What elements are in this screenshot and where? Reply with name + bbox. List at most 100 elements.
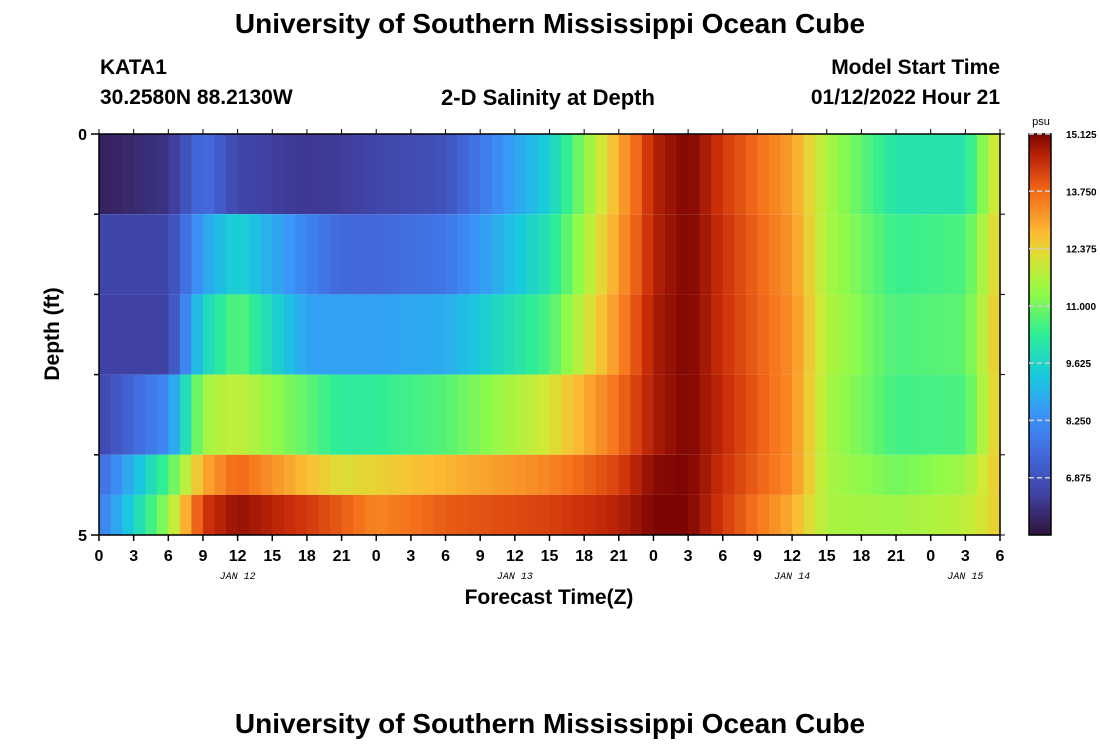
- heatmap-cell: [780, 374, 793, 455]
- heatmap-cell: [803, 214, 816, 295]
- date-label: JAN 14: [774, 572, 810, 583]
- heatmap-cell: [884, 374, 897, 455]
- heatmap-cell: [260, 134, 273, 215]
- heatmap-cell: [976, 374, 990, 455]
- heatmap-cell: [214, 374, 227, 455]
- heatmap-cell: [191, 374, 204, 455]
- heatmap-cell: [283, 294, 296, 375]
- heatmap-cell: [757, 374, 770, 455]
- heatmap-cell: [145, 494, 158, 535]
- heatmap-cell: [99, 374, 112, 455]
- heatmap-cell: [953, 294, 966, 375]
- heatmap-cell: [584, 374, 597, 455]
- heatmap-cell: [480, 374, 493, 455]
- colorbar-tick-label: 6.875: [1066, 474, 1091, 485]
- heatmap-cell: [965, 494, 978, 535]
- heatmap-cell: [457, 494, 470, 535]
- heatmap-cell: [757, 454, 770, 495]
- heatmap-cell: [202, 454, 216, 495]
- heatmap-cell: [711, 494, 724, 535]
- heatmap-cell: [353, 454, 366, 495]
- heatmap-cell: [445, 454, 458, 495]
- heatmap-cell: [676, 494, 689, 535]
- x-tick-label: 3: [406, 548, 415, 565]
- heatmap-cell: [896, 294, 909, 375]
- heatmap-cell: [318, 374, 331, 455]
- y-axis-title: Depth (ft): [41, 287, 64, 380]
- heatmap-cell: [919, 494, 932, 535]
- heatmap-cell: [711, 454, 724, 495]
- heatmap-cell: [815, 134, 828, 215]
- heatmap-cell: [353, 134, 366, 215]
- heatmap-cell: [122, 494, 135, 535]
- heatmap-cell: [861, 214, 874, 295]
- heatmap-cell: [480, 294, 493, 375]
- colorbar-tick-label: 15.125: [1066, 130, 1097, 141]
- heatmap-cell: [734, 294, 747, 375]
- heatmap-cell: [607, 454, 620, 495]
- x-tick-label: 12: [506, 548, 524, 565]
- heatmap-cell: [630, 494, 643, 535]
- heatmap-cell: [561, 294, 574, 375]
- heatmap-cell: [179, 374, 193, 455]
- heatmap-cell: [226, 214, 239, 295]
- x-tick-label: 15: [263, 548, 281, 565]
- heatmap-cell: [341, 214, 354, 295]
- heatmap-cell: [503, 214, 516, 295]
- heatmap-cell: [745, 374, 759, 455]
- heatmap-cell: [584, 494, 597, 535]
- heatmap-cell: [272, 214, 285, 295]
- heatmap-cell: [526, 214, 539, 295]
- heatmap-cell: [792, 374, 805, 455]
- heatmap-cell: [364, 494, 377, 535]
- heatmap-cell: [607, 134, 620, 215]
- heatmap-cell: [757, 214, 770, 295]
- heatmap-cell: [838, 454, 851, 495]
- heatmap-cell: [341, 494, 354, 535]
- heatmap-cell: [930, 374, 943, 455]
- heatmap-cell: [584, 214, 597, 295]
- heatmap-cell: [653, 374, 666, 455]
- heatmap-cell: [422, 374, 435, 455]
- heatmap-cell: [110, 454, 123, 495]
- heatmap-cell: [179, 454, 193, 495]
- heatmap-cell: [353, 214, 366, 295]
- heatmap-cell: [561, 214, 574, 295]
- heatmap-cell: [665, 454, 678, 495]
- heatmap-cell: [826, 134, 839, 215]
- heatmap-cell: [722, 494, 735, 535]
- heatmap-cell: [803, 374, 816, 455]
- heatmap-cell: [191, 134, 204, 215]
- x-tick-label: 21: [887, 548, 905, 565]
- heatmap-cell: [503, 454, 516, 495]
- heatmap-cell: [457, 374, 470, 455]
- date-label: JAN 13: [497, 572, 533, 583]
- station-id: KATA1: [100, 56, 167, 79]
- heatmap-cell: [838, 214, 851, 295]
- heatmap-cell: [688, 214, 701, 295]
- heatmap-cell: [803, 494, 816, 535]
- heatmap-cell: [607, 294, 620, 375]
- heatmap-cell: [976, 214, 990, 295]
- heatmap-cell: [376, 494, 389, 535]
- heatmap-cell: [537, 294, 551, 375]
- heatmap-cell: [422, 134, 435, 215]
- heatmap-cell: [514, 134, 527, 215]
- x-tick-label: 6: [996, 548, 1005, 565]
- heatmap-cell: [249, 374, 262, 455]
- heatmap-cell: [676, 374, 689, 455]
- heatmap-cell: [826, 374, 839, 455]
- heatmap-cell: [734, 494, 747, 535]
- heatmap-cell: [607, 494, 620, 535]
- x-tick-label: 9: [199, 548, 208, 565]
- heatmap-cell: [745, 214, 759, 295]
- heatmap-cell: [399, 294, 412, 375]
- page-title: University of Southern Mississippi Ocean…: [234, 8, 866, 39]
- heatmap-cell: [191, 494, 204, 535]
- heatmap-cell: [237, 454, 250, 495]
- heatmap-cell: [491, 494, 504, 535]
- heatmap-cell: [410, 374, 424, 455]
- x-tick-label: 18: [852, 548, 870, 565]
- heatmap-cell: [341, 134, 354, 215]
- colorbar-gradient: [1028, 133, 1052, 536]
